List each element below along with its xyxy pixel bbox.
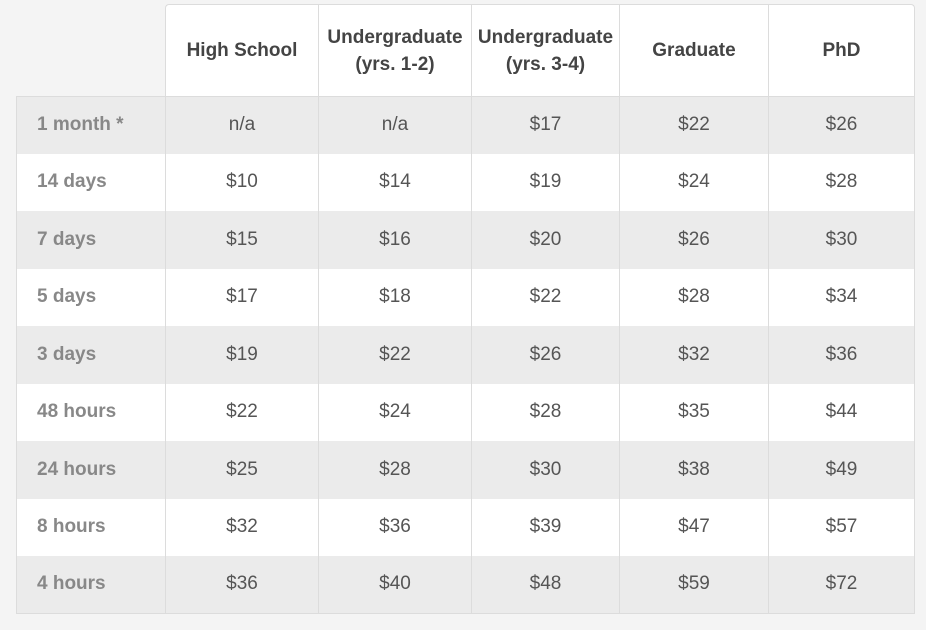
row-label: 4 hours [16, 556, 165, 614]
price-cell: $14 [318, 153, 471, 211]
price-cell: $28 [471, 383, 619, 441]
column-header-phd: PhD [768, 4, 915, 96]
row-label: 3 days [16, 326, 165, 384]
price-cell: $32 [165, 498, 318, 556]
price-cell: $22 [471, 268, 619, 326]
price-cell: $38 [619, 441, 768, 499]
price-cell: $28 [318, 441, 471, 499]
price-cell: $59 [619, 556, 768, 614]
row-label: 1 month * [16, 96, 165, 154]
price-cell: $30 [471, 441, 619, 499]
price-cell: $34 [768, 268, 915, 326]
price-cell: $30 [768, 211, 915, 269]
price-cell: $16 [318, 211, 471, 269]
column-header-graduate: Graduate [619, 4, 768, 96]
price-cell: $39 [471, 498, 619, 556]
price-cell: $22 [165, 383, 318, 441]
price-cell: $26 [471, 326, 619, 384]
price-cell: $22 [619, 96, 768, 154]
price-cell: $19 [471, 153, 619, 211]
column-header-high-school: High School [165, 4, 318, 96]
price-cell: $24 [619, 153, 768, 211]
row-label: 14 days [16, 153, 165, 211]
price-cell: $35 [619, 383, 768, 441]
price-cell: $26 [768, 96, 915, 154]
price-cell: $40 [318, 556, 471, 614]
price-cell: $47 [619, 498, 768, 556]
row-label: 24 hours [16, 441, 165, 499]
price-cell: $36 [318, 498, 471, 556]
row-label: 48 hours [16, 383, 165, 441]
row-label: 5 days [16, 268, 165, 326]
price-cell: n/a [165, 96, 318, 154]
price-cell: $57 [768, 498, 915, 556]
row-label: 8 hours [16, 498, 165, 556]
price-cell: $36 [768, 326, 915, 384]
price-cell: $17 [165, 268, 318, 326]
price-cell: $15 [165, 211, 318, 269]
price-cell: $36 [165, 556, 318, 614]
price-cell: n/a [318, 96, 471, 154]
price-cell: $24 [318, 383, 471, 441]
price-cell: $10 [165, 153, 318, 211]
price-cell: $22 [318, 326, 471, 384]
price-cell: $19 [165, 326, 318, 384]
price-cell: $72 [768, 556, 915, 614]
table-corner [16, 4, 165, 96]
price-cell: $32 [619, 326, 768, 384]
price-cell: $28 [619, 268, 768, 326]
price-cell: $48 [471, 556, 619, 614]
column-header-undergraduate-1-2: Undergraduate (yrs. 1-2) [318, 4, 471, 96]
row-label: 7 days [16, 211, 165, 269]
column-header-undergraduate-3-4: Undergraduate (yrs. 3-4) [471, 4, 619, 96]
price-cell: $18 [318, 268, 471, 326]
pricing-table: High School Undergraduate (yrs. 1-2) Und… [16, 4, 915, 614]
price-cell: $49 [768, 441, 915, 499]
price-cell: $20 [471, 211, 619, 269]
price-cell: $25 [165, 441, 318, 499]
price-cell: $44 [768, 383, 915, 441]
price-cell: $28 [768, 153, 915, 211]
price-cell: $17 [471, 96, 619, 154]
price-cell: $26 [619, 211, 768, 269]
